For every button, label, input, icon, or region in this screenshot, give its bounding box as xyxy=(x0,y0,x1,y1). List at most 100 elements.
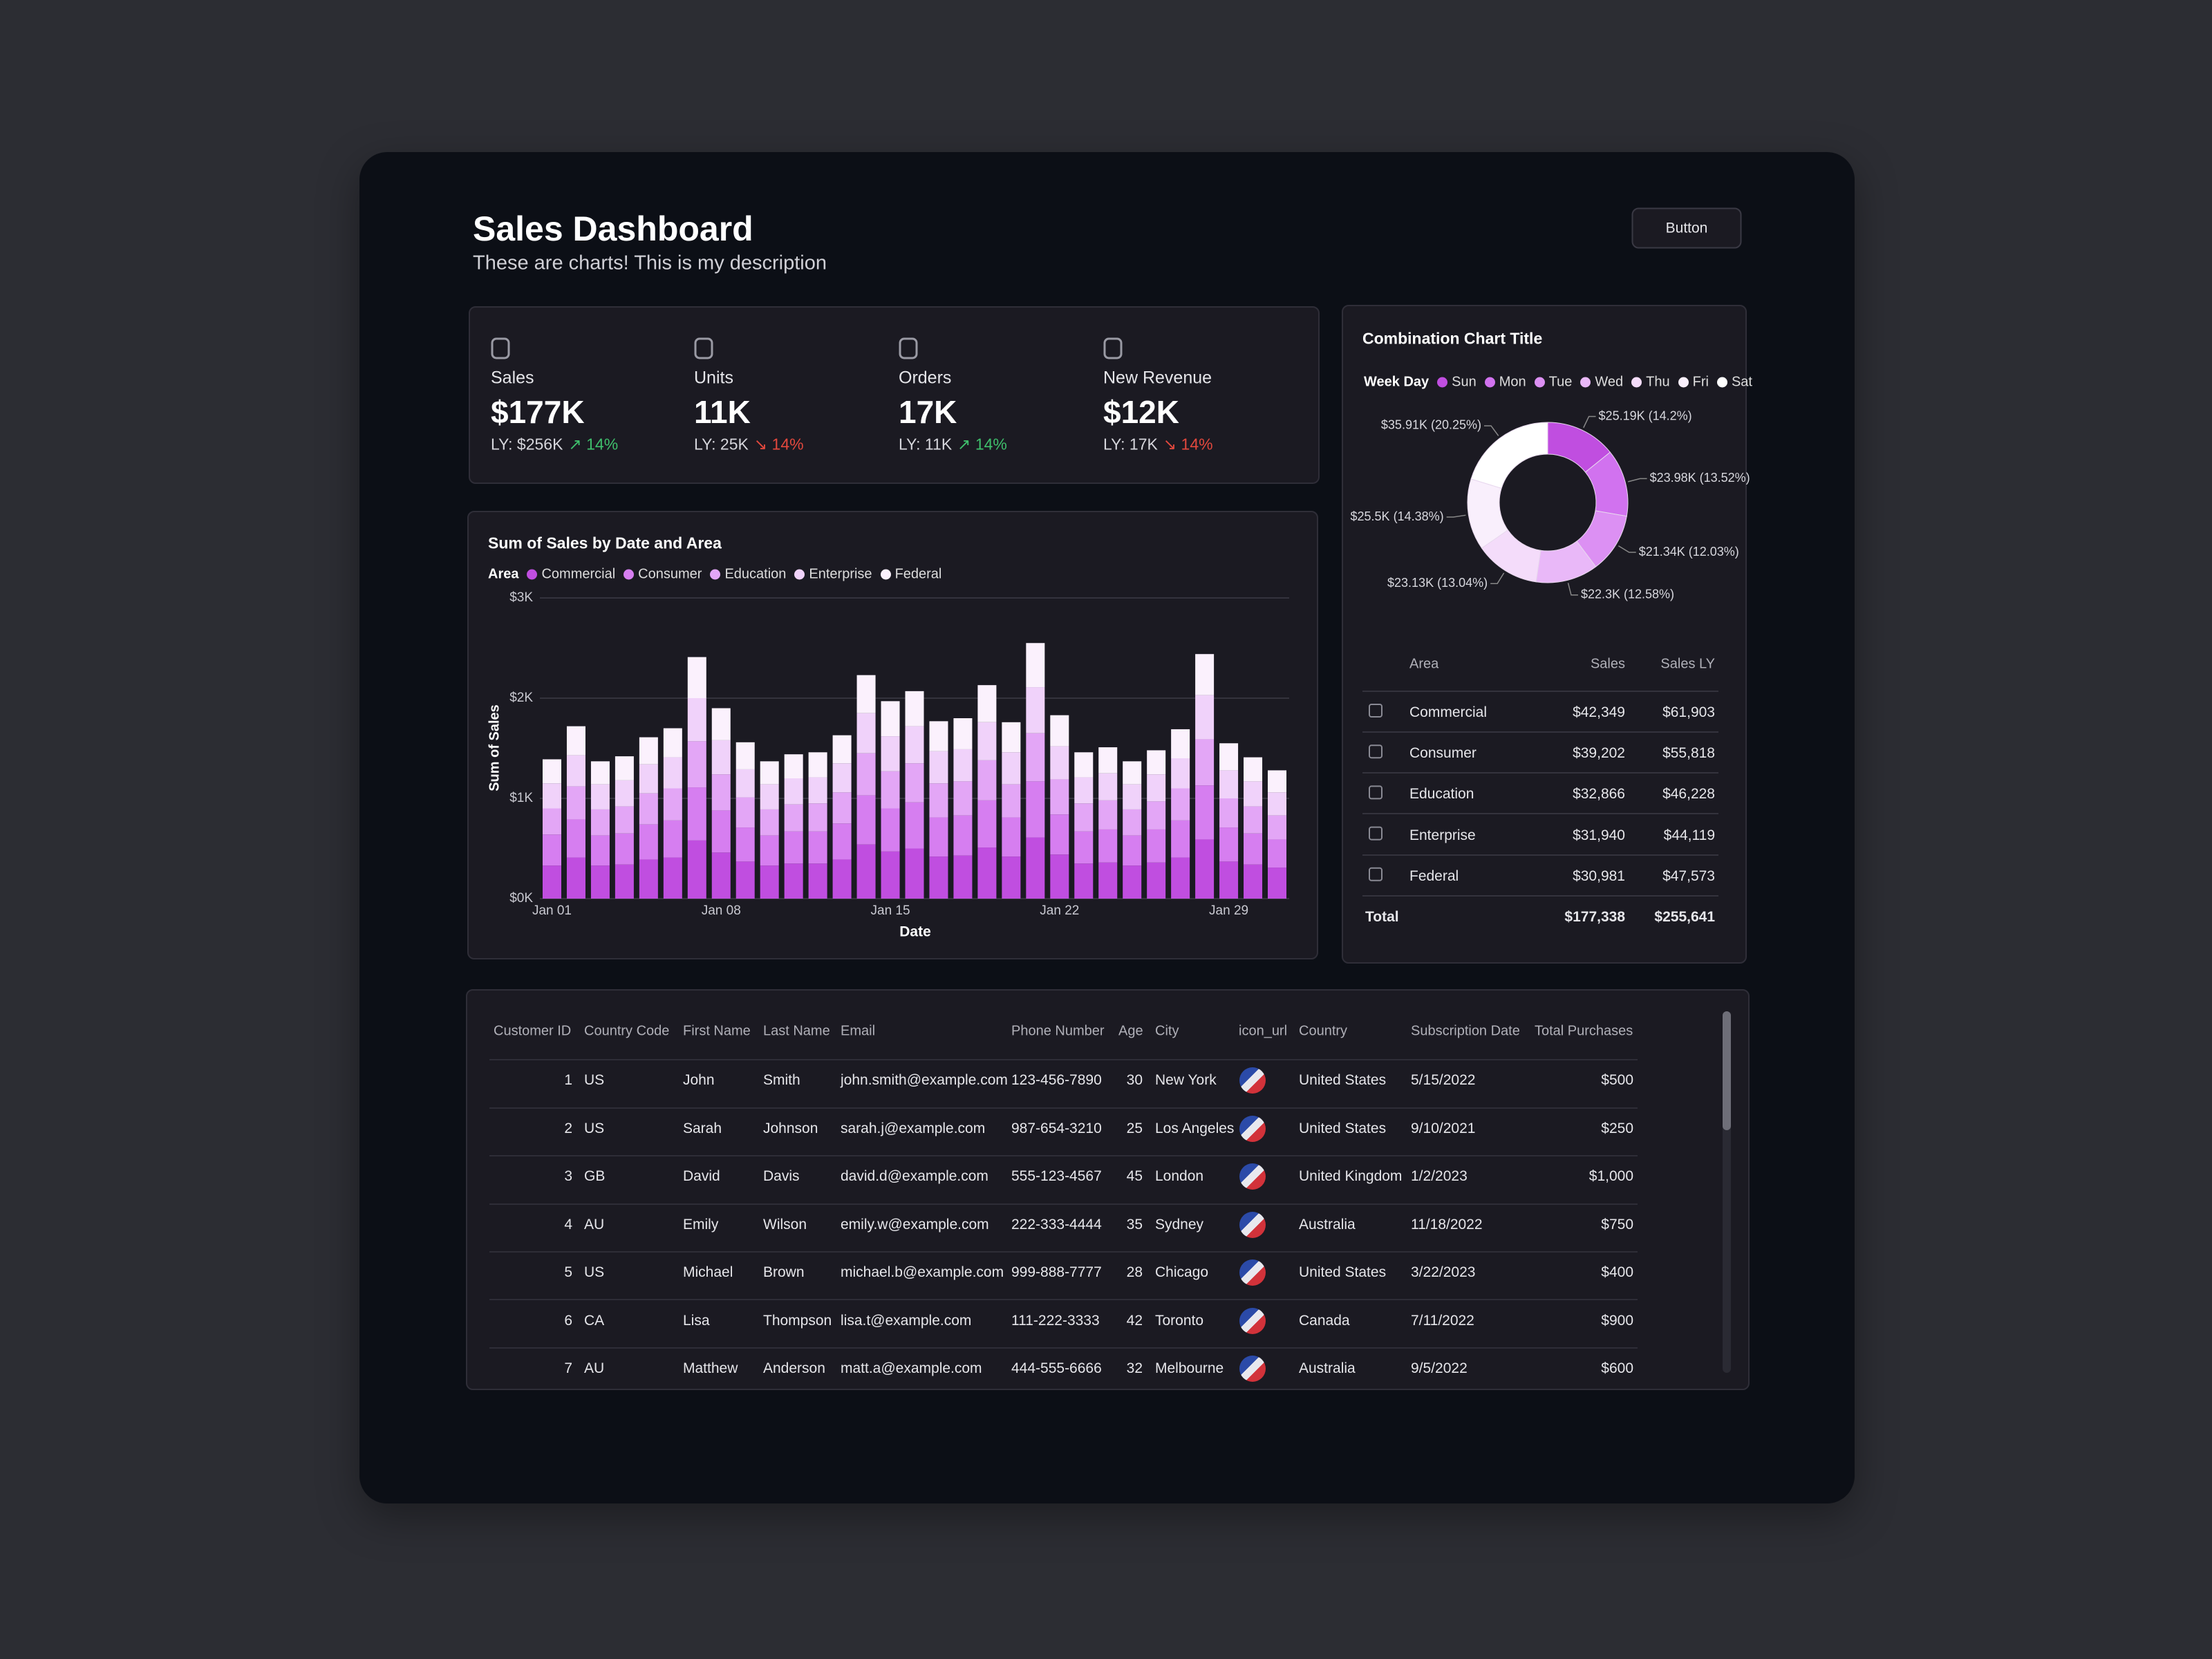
legend-marker xyxy=(1437,377,1448,388)
kpi-ly: LY: 11K ↗ 14% xyxy=(899,435,1007,453)
table-cell: 222-333-4444 xyxy=(1011,1216,1102,1232)
table-cell: Wilson xyxy=(763,1216,807,1232)
table-cell: matt.a@example.com xyxy=(841,1360,982,1376)
legend: Week Day Sun Mon Tue Wed Thu Fri Sat xyxy=(1364,375,1756,391)
legend-label: Tue xyxy=(1548,374,1573,390)
kpi-ly: LY: 25K ↘ 14% xyxy=(694,435,804,453)
kpi-value: 17K xyxy=(899,394,957,430)
table-cell: Canada xyxy=(1299,1312,1350,1329)
legend-marker xyxy=(1716,377,1727,388)
legend-label: Federal xyxy=(894,566,942,582)
table-cell: $31,940 xyxy=(1573,827,1625,843)
legend-marker xyxy=(1678,377,1689,388)
table-cell: US xyxy=(584,1120,605,1136)
table-cell: 32 xyxy=(1126,1360,1143,1376)
table-cell: michael.b@example.com xyxy=(841,1264,1004,1280)
table-cell: Australia xyxy=(1299,1216,1356,1232)
table-cell: 555-123-4567 xyxy=(1011,1168,1102,1184)
table-cell: 25 xyxy=(1126,1120,1143,1136)
table-total: Total xyxy=(1365,909,1399,925)
table-cell: 999-888-7777 xyxy=(1011,1264,1102,1280)
table-cell: $55,818 xyxy=(1662,745,1715,762)
legend-marker xyxy=(1534,377,1545,388)
table-cell: sarah.j@example.com xyxy=(841,1120,986,1136)
table-cell: 45 xyxy=(1126,1168,1143,1184)
table-header: Total Purchases xyxy=(1535,1023,1633,1039)
table-cell: United Kingdom xyxy=(1299,1168,1403,1184)
kpi-label: Orders xyxy=(899,368,952,388)
legend-label: Sun xyxy=(1452,374,1477,390)
table-header: icon_url xyxy=(1239,1023,1288,1039)
page-title: Sales Dashboard xyxy=(473,209,753,248)
table-cell: 123-456-7890 xyxy=(1011,1072,1102,1088)
table-header: Country Code xyxy=(584,1023,670,1039)
table-cell: Smith xyxy=(763,1072,800,1088)
legend-marker xyxy=(527,569,538,580)
table-cell: 444-555-6666 xyxy=(1011,1360,1102,1376)
flag-icon xyxy=(1239,1115,1266,1142)
legend-label: Sat xyxy=(1731,374,1752,390)
flag-icon xyxy=(1239,1163,1266,1190)
table-cell: 3/22/2023 xyxy=(1411,1264,1476,1280)
table-cell: GB xyxy=(584,1168,606,1184)
table-cell: Commercial xyxy=(1409,704,1488,720)
kpi-change: ↘ 14% xyxy=(1163,435,1213,453)
table-cell: Chicago xyxy=(1155,1264,1209,1280)
legend-label: Consumer xyxy=(638,566,702,582)
table-cell: Toronto xyxy=(1155,1312,1204,1329)
table-cell: 9/10/2021 xyxy=(1411,1120,1476,1136)
legend-marker xyxy=(1484,377,1495,388)
table-cell: $46,228 xyxy=(1662,786,1715,803)
table-cell: $400 xyxy=(1601,1264,1633,1280)
table-cell: $750 xyxy=(1601,1216,1633,1232)
kpi-label: New Revenue xyxy=(1103,368,1212,388)
table-cell: United States xyxy=(1299,1264,1387,1280)
table-cell: Lisa xyxy=(683,1312,710,1329)
kpi-value: 11K xyxy=(694,394,751,430)
table-cell: Brown xyxy=(763,1264,805,1280)
row-divider xyxy=(489,1251,1638,1253)
table-cell: Australia xyxy=(1299,1360,1356,1376)
legend: Area Commercial Consumer Education Enterpris… xyxy=(488,567,946,583)
legend-title: Week Day xyxy=(1364,374,1430,390)
table-cell: Davis xyxy=(763,1168,800,1184)
chart-title: Combination Chart Title xyxy=(1362,329,1543,348)
table-cell: Sarah xyxy=(683,1120,722,1136)
table-header: First Name xyxy=(683,1023,751,1039)
table-cell: $47,573 xyxy=(1662,868,1715,884)
kpi-value: $177K xyxy=(491,394,585,430)
kpi-change: ↗ 14% xyxy=(957,435,1007,453)
table-header: Last Name xyxy=(763,1023,830,1039)
kpi-ly: LY: 17K ↘ 14% xyxy=(1103,435,1213,453)
legend-marker xyxy=(710,569,721,580)
button[interactable]: Button xyxy=(1631,207,1742,249)
table-cell: AU xyxy=(584,1360,605,1376)
table-cell: lisa.t@example.com xyxy=(841,1312,972,1329)
table-cell: AU xyxy=(584,1216,605,1232)
table-cell: $42,349 xyxy=(1573,704,1625,720)
table-cell: john.smith@example.com xyxy=(841,1072,1008,1088)
donut-panel xyxy=(1342,305,1747,964)
table-cell: 1/2/2023 xyxy=(1411,1168,1468,1184)
table-cell: United States xyxy=(1299,1120,1387,1136)
table-cell: $44,119 xyxy=(1663,827,1715,843)
table-cell: 2 xyxy=(564,1120,572,1136)
row-divider xyxy=(489,1203,1638,1205)
table-header: Country xyxy=(1299,1023,1348,1039)
table-cell: 42 xyxy=(1126,1312,1143,1329)
table-cell: $39,202 xyxy=(1573,745,1625,762)
table-cell: David xyxy=(683,1168,720,1184)
table-cell: Federal xyxy=(1409,868,1459,884)
scrollbar-track[interactable] xyxy=(1723,1011,1731,1373)
legend-label: Enterprise xyxy=(809,566,872,582)
table-cell: 987-654-3210 xyxy=(1011,1120,1102,1136)
table-cell: emily.w@example.com xyxy=(841,1216,989,1232)
table-cell: 4 xyxy=(564,1216,572,1232)
table-header: Phone Number xyxy=(1011,1023,1105,1039)
table-cell: New York xyxy=(1155,1072,1217,1088)
scrollbar-thumb[interactable] xyxy=(1723,1011,1731,1130)
row-divider xyxy=(489,1299,1638,1300)
table-total: $255,641 xyxy=(1654,909,1715,925)
table-total: $177,338 xyxy=(1564,909,1625,925)
